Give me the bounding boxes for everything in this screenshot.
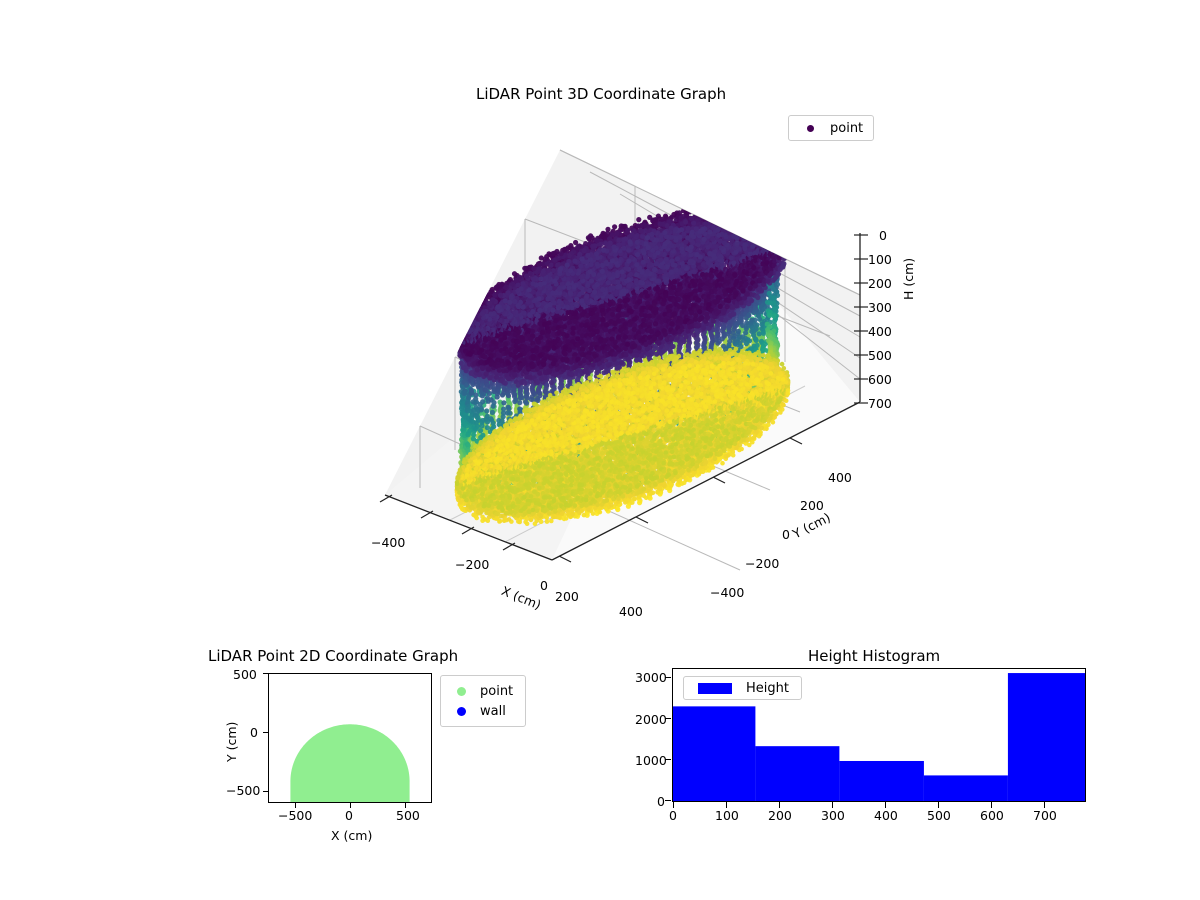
- hist-x-tick-400: 400: [874, 808, 898, 823]
- y-tick-marks: [558, 437, 803, 563]
- hist-x-tick-200: 200: [768, 808, 792, 823]
- histogram-title: Height Histogram: [808, 647, 940, 665]
- legend-marker-point: [457, 686, 466, 696]
- legend-label-point: point: [830, 121, 863, 136]
- plot2d-legend-row-point[interactable]: point: [449, 681, 513, 701]
- hist-xtickmark-100: [726, 802, 727, 808]
- plot2d-canvas: [290, 724, 410, 802]
- z-tick-400: 400: [868, 324, 892, 339]
- plot2d-x-tick-n500: −500: [278, 808, 312, 823]
- plot2d-ytickmark-500: [263, 673, 268, 674]
- hist-xtickmark-600: [991, 802, 992, 808]
- pane-right: [560, 150, 860, 402]
- plot2d-y-tick-500: 500: [233, 667, 257, 682]
- hist-y-tick-0: 0: [657, 794, 665, 809]
- plot2d-legend[interactable]: point wall: [440, 675, 527, 727]
- hist-x-tick-0: 0: [669, 808, 677, 823]
- plot2d-ytickmark-0: [263, 732, 268, 733]
- legend-patch-height: [698, 682, 732, 694]
- plot2d-x-tick-500: 500: [396, 808, 420, 823]
- plot3d-z-axis-label: H (cm): [901, 258, 916, 300]
- plot3d-axes[interactable]: [330, 140, 930, 640]
- y-tick-n200: −200: [745, 556, 779, 571]
- z-tick-500: 500: [868, 348, 892, 363]
- legend-label-height: Height: [746, 681, 789, 696]
- z-tick-0: 0: [879, 228, 887, 243]
- z-tick-600: 600: [868, 372, 892, 387]
- plot2d-axes[interactable]: [268, 673, 432, 803]
- hist-ytickmark-0: [665, 800, 671, 801]
- legend-marker-point: [807, 124, 814, 132]
- x-tick-200: 200: [555, 589, 579, 604]
- z-tick-700: 700: [868, 396, 892, 411]
- hist-y-tick-1000: 1000: [635, 753, 667, 768]
- z-tick-200: 200: [868, 276, 892, 291]
- plot2d-legend-row-wall[interactable]: wall: [449, 701, 513, 721]
- legend-label-wall: wall: [480, 704, 506, 719]
- hist-x-tick-100: 100: [715, 808, 739, 823]
- plot3d-title: LiDAR Point 3D Coordinate Graph: [476, 85, 726, 103]
- hist-ytickmark-3000: [665, 677, 671, 678]
- x-tick-marks: [379, 494, 516, 551]
- histogram-legend[interactable]: Height: [683, 676, 802, 700]
- plot2d-y-tick-n500: −500: [226, 783, 260, 798]
- hist-y-tick-2000: 2000: [635, 712, 667, 727]
- hist-x-tick-500: 500: [927, 808, 951, 823]
- plot3d-legend[interactable]: point: [788, 115, 875, 141]
- plot2d-ytickmark-n500: [263, 791, 268, 792]
- plot2d-y-tick-0: 0: [250, 725, 258, 740]
- hist-xtickmark-200: [779, 802, 780, 808]
- hist-xtickmark-300: [832, 802, 833, 808]
- legend-label-point: point: [480, 684, 513, 699]
- point-cloud-2d: [290, 724, 410, 802]
- hist-x-tick-300: 300: [821, 808, 845, 823]
- z-tick-300: 300: [868, 300, 892, 315]
- plot2d-y-axis-label: Y (cm): [224, 722, 239, 762]
- hist-xtickmark-0: [673, 802, 674, 808]
- x-tick-0: 0: [540, 578, 548, 593]
- plot2d-title: LiDAR Point 2D Coordinate Graph: [208, 647, 458, 665]
- plot2d-xtickmark-n500: [295, 803, 296, 808]
- hist-ytickmark-2000: [665, 718, 671, 719]
- z-tick-100: 100: [868, 252, 892, 267]
- y-tick-0: 0: [782, 527, 790, 542]
- y-tick-200: 200: [800, 498, 824, 513]
- x-tick-n200: −200: [455, 557, 489, 572]
- hist-xtickmark-400: [885, 802, 886, 808]
- plot2d-x-tick-0: 0: [345, 808, 353, 823]
- hist-xtickmark-700: [1044, 802, 1045, 808]
- y-tick-n400: −400: [710, 585, 744, 600]
- y-tick-400: 400: [828, 470, 852, 485]
- hist-y-tick-3000: 3000: [635, 670, 667, 685]
- plot3d-canvas: [379, 149, 868, 571]
- z-tick-marks: [854, 234, 868, 404]
- histogram-canvas: [673, 673, 1085, 801]
- plot2d-x-axis-label: X (cm): [331, 828, 372, 843]
- x-tick-400: 400: [619, 604, 643, 619]
- hist-x-tick-600: 600: [980, 808, 1004, 823]
- hist-x-tick-700: 700: [1033, 808, 1057, 823]
- hist-ytickmark-1000: [665, 759, 671, 760]
- x-tick-n400: −400: [371, 535, 405, 550]
- hist-xtickmark-500: [938, 802, 939, 808]
- axis-spines: [384, 233, 861, 561]
- legend-marker-wall: [457, 706, 466, 716]
- plot2d-xtickmark-0: [350, 803, 351, 808]
- plot2d-xtickmark-500: [405, 803, 406, 808]
